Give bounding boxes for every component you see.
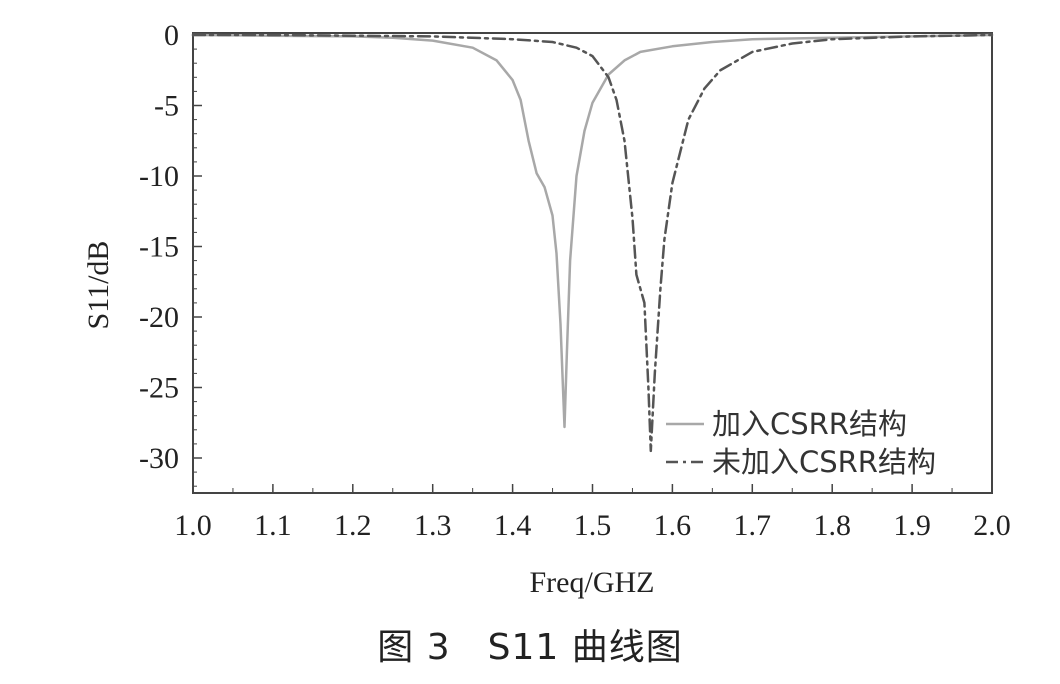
s11-chart: 1.0 1.1 1.2 1.3 1.4 1.5 1.6 1.7 1.8 1.9 2.0 0 -5 -10…: [82, 19, 1011, 599]
tick-marks: [192, 34, 993, 493]
x-tick-label: 1.5: [574, 509, 612, 542]
x-tick-label: 2.0: [973, 509, 1011, 542]
x-axis-label: Freq/GHZ: [530, 566, 655, 599]
x-tick-label: 1.8: [813, 509, 851, 542]
x-tick-label: 1.7: [734, 509, 772, 542]
y-tick-label: -15: [139, 231, 179, 264]
series-line-with-csrr: [191, 33, 994, 429]
y-tick-label: -5: [154, 90, 179, 123]
x-tick-label: 1.2: [334, 509, 372, 542]
x-tick-labels: 1.0 1.1 1.2 1.3 1.4 1.5 1.6 1.7 1.8 1.9 2.0: [174, 509, 1011, 542]
x-tick-label: 1.0: [174, 509, 212, 542]
y-tick-label: 0: [164, 19, 179, 52]
y-tick-labels: 0 -5 -10 -15 -20 -25 -30: [139, 19, 179, 475]
y-axis-label: S11/dB: [82, 241, 115, 330]
x-tick-label: 1.4: [494, 509, 532, 542]
series-line-without-csrr: [191, 33, 994, 453]
series-layer: [191, 33, 994, 453]
x-tick-label: 1.1: [254, 509, 292, 542]
legend-label-without-csrr: 未加入CSRR结构: [712, 445, 936, 479]
legend: 加入CSRR结构 未加入CSRR结构: [666, 407, 936, 479]
x-tick-label: 1.6: [654, 509, 692, 542]
y-tick-label: -30: [139, 442, 179, 475]
y-tick-label: -20: [139, 301, 179, 334]
legend-label-with-csrr: 加入CSRR结构: [712, 407, 907, 441]
y-tick-label: -25: [139, 372, 179, 405]
figure-caption: 图 3 S11 曲线图: [377, 627, 683, 668]
x-tick-label: 1.9: [893, 509, 931, 542]
y-tick-label: -10: [139, 160, 179, 193]
x-tick-label: 1.3: [414, 509, 452, 542]
